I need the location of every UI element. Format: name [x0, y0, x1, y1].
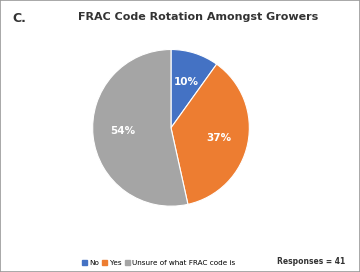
Text: 37%: 37% — [206, 134, 231, 143]
Text: FRAC Code Rotation Amongst Growers: FRAC Code Rotation Amongst Growers — [78, 12, 318, 22]
Text: C.: C. — [13, 12, 27, 25]
Wedge shape — [171, 50, 217, 128]
Legend: No, Yes, Unsure of what FRAC code is: No, Yes, Unsure of what FRAC code is — [82, 259, 235, 266]
Text: Responses = 41: Responses = 41 — [277, 256, 346, 266]
Text: 10%: 10% — [174, 77, 198, 87]
Wedge shape — [171, 64, 249, 204]
Wedge shape — [93, 50, 188, 206]
Text: 54%: 54% — [110, 126, 135, 136]
